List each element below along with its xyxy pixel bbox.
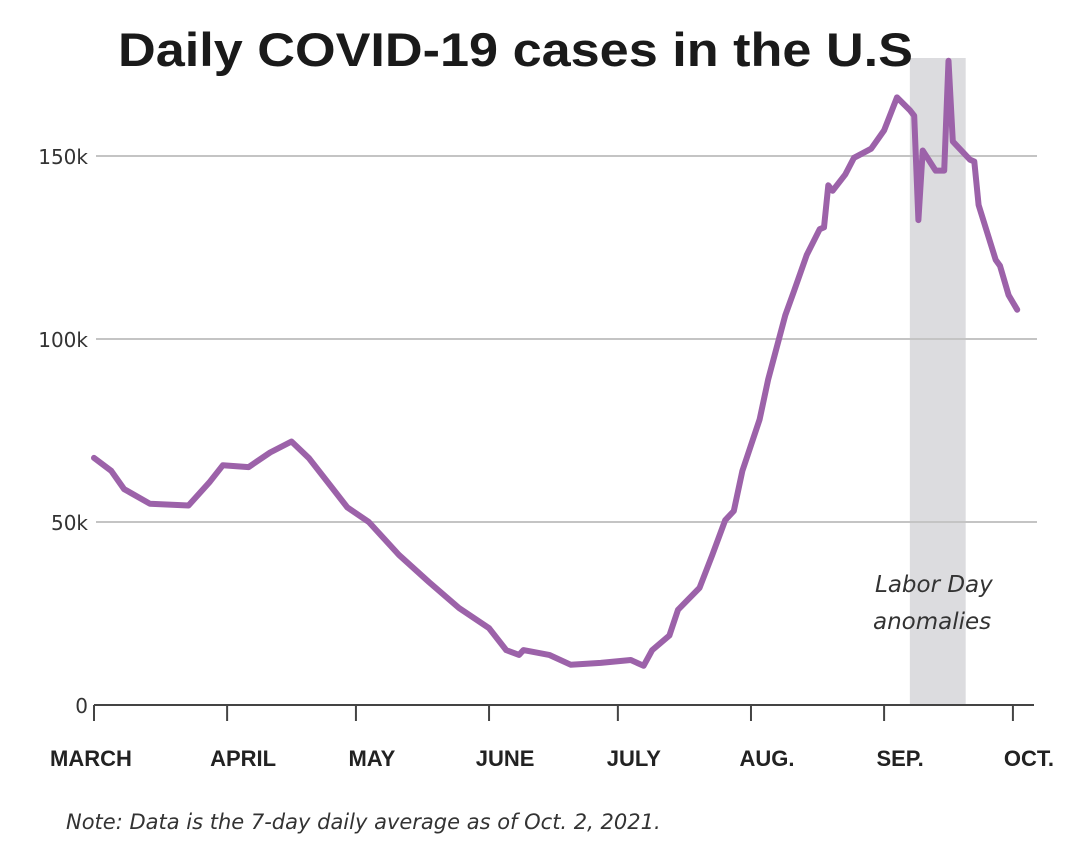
x-tick-label: MAY	[348, 746, 395, 771]
x-tick-label: JUNE	[476, 746, 535, 771]
y-tick-label: 50k	[51, 511, 88, 535]
annotation-line-2: anomalies	[873, 609, 991, 635]
chart-note: Note: Data is the 7-day daily average as…	[66, 810, 661, 834]
chart-title: Daily COVID-19 cases in the U.S	[118, 23, 913, 76]
x-tick-label: MARCH	[50, 746, 132, 771]
x-tick-label: JULY	[607, 746, 662, 771]
y-tick-label: 0	[75, 694, 88, 718]
x-tick-label: OCT.	[1004, 746, 1054, 771]
y-tick-label: 100k	[38, 328, 88, 352]
annotation-line-1: Labor Day	[875, 572, 993, 598]
y-tick-label: 150k	[38, 145, 88, 169]
x-tick-label: AUG.	[739, 746, 794, 771]
x-tick-label: APRIL	[210, 746, 276, 771]
x-tick-label: SEP.	[876, 746, 923, 771]
